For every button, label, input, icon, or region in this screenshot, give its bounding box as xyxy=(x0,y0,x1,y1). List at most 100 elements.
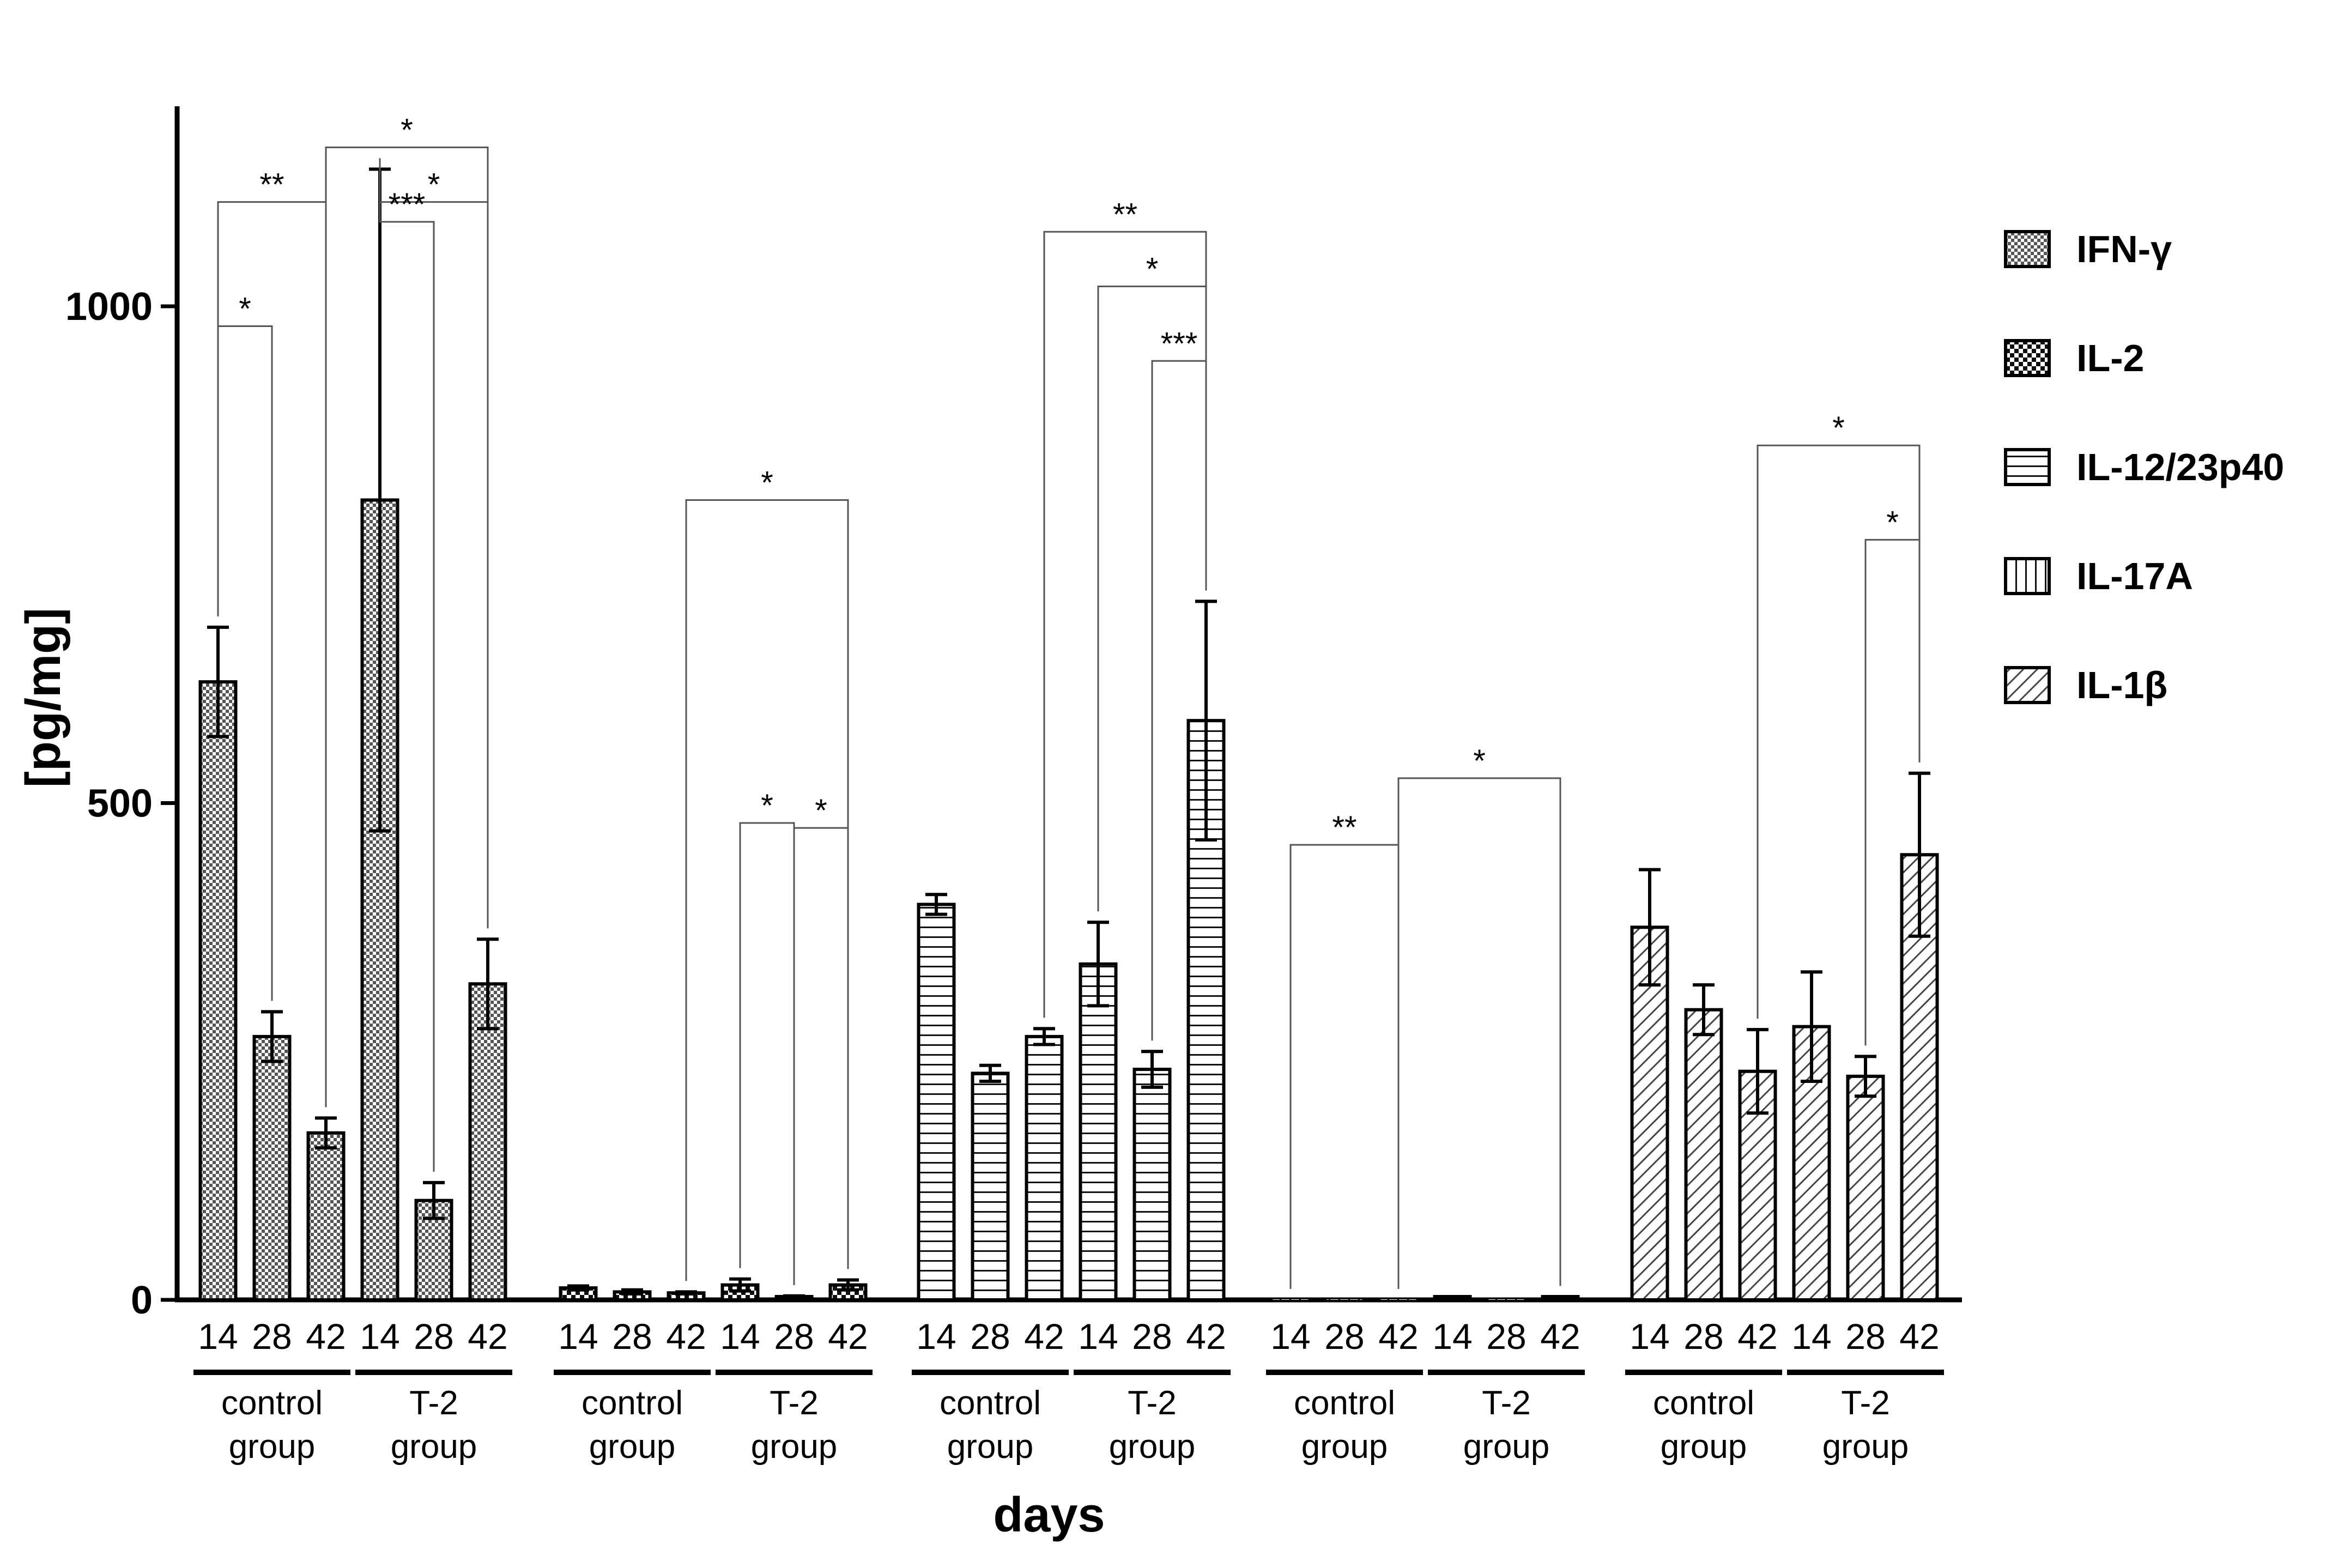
legend-swatch xyxy=(2004,448,2051,486)
day-tick-label: 42 xyxy=(468,1316,507,1357)
significance-bracket xyxy=(793,827,849,1285)
bar xyxy=(1327,1299,1362,1300)
day-tick-label: 28 xyxy=(1683,1316,1723,1357)
legend-label: IL-17A xyxy=(2076,555,2193,597)
day-tick-label: 42 xyxy=(1899,1316,1939,1357)
group-label: T-2 xyxy=(1841,1384,1890,1422)
legend-label: IL-2 xyxy=(2076,337,2144,379)
y-tick-label: 0 xyxy=(131,1279,153,1322)
significance-bracket xyxy=(685,499,849,1281)
significance-label: * xyxy=(239,291,251,326)
day-tick-label: 28 xyxy=(414,1316,453,1357)
group-label: T-2 xyxy=(409,1384,458,1422)
day-tick-label: 42 xyxy=(1378,1316,1418,1357)
bar xyxy=(1380,1299,1416,1300)
plot-area: 0 500 1000 14 28 42 14 28 42 control group T-2 group… xyxy=(65,106,1962,1466)
significance-label: * xyxy=(428,167,440,203)
bar xyxy=(198,680,238,1301)
legend-label: IL-12/23p40 xyxy=(2076,446,2284,488)
group-label: control xyxy=(940,1384,1041,1422)
day-tick-label: 14 xyxy=(720,1316,760,1357)
bar xyxy=(1025,1034,1064,1302)
bar xyxy=(1273,1299,1309,1300)
bar xyxy=(1684,1008,1723,1301)
group-label: group xyxy=(229,1428,316,1466)
day-tick-label: 28 xyxy=(1324,1316,1364,1357)
day-tick-label: 28 xyxy=(1845,1316,1885,1357)
group-label: T-2 xyxy=(770,1384,819,1422)
significance-bracket xyxy=(1864,538,1921,1046)
significance-label: * xyxy=(1832,410,1845,446)
day-tick-label: 28 xyxy=(252,1316,292,1357)
bar xyxy=(468,982,507,1301)
legend-label: IL-1β xyxy=(2076,664,2167,706)
significance-bracket xyxy=(325,146,489,1107)
day-tick-label: 28 xyxy=(612,1316,652,1357)
y-tick-label: 500 xyxy=(87,782,153,826)
significance-bracket xyxy=(217,325,273,1001)
day-tick-label: 42 xyxy=(1186,1316,1226,1357)
group-label: control xyxy=(1653,1384,1754,1422)
significance-label: * xyxy=(815,793,827,828)
group-label: T-2 xyxy=(1482,1384,1531,1422)
day-tick-label: 42 xyxy=(828,1316,868,1357)
bar xyxy=(414,1198,453,1301)
day-tick-label: 42 xyxy=(666,1316,706,1357)
day-tick-label: 42 xyxy=(1737,1316,1777,1357)
group-label: group xyxy=(1301,1428,1388,1466)
day-tick-label: 28 xyxy=(970,1316,1010,1357)
group-label: group xyxy=(947,1428,1034,1466)
bar xyxy=(917,903,956,1302)
significance-label: * xyxy=(761,465,773,500)
bar xyxy=(360,498,399,1301)
day-tick-label: 28 xyxy=(1132,1316,1172,1357)
significance-bracket xyxy=(1289,844,1400,1289)
day-tick-label: 28 xyxy=(1486,1316,1526,1357)
group-label: group xyxy=(751,1428,838,1466)
significance-label: *** xyxy=(1161,326,1198,361)
day-tick-label: 14 xyxy=(1791,1316,1831,1357)
significance-bracket xyxy=(1397,777,1561,1289)
legend-label: IFN-γ xyxy=(2076,228,2172,270)
significance-label: ** xyxy=(259,167,284,203)
y-axis-title: [pg/mg] xyxy=(16,608,71,788)
day-tick-label: 28 xyxy=(774,1316,814,1357)
x-axis-title: days xyxy=(993,1488,1105,1542)
significance-label: ** xyxy=(1332,810,1356,845)
day-tick-label: 14 xyxy=(360,1316,399,1357)
bar xyxy=(252,1034,292,1302)
group-label: group xyxy=(1822,1428,1909,1466)
bar xyxy=(971,1071,1010,1301)
significance-label: * xyxy=(761,788,773,824)
legend: IFN-γ IL-2 IL-12/23p40 IL-17A IL-1β xyxy=(2004,228,2284,706)
legend-swatch xyxy=(2004,339,2051,377)
day-tick-label: 14 xyxy=(1432,1316,1472,1357)
day-tick-label: 14 xyxy=(1270,1316,1310,1357)
group-label: control xyxy=(1294,1384,1395,1422)
group-label: group xyxy=(589,1428,676,1466)
day-tick-label: 14 xyxy=(1630,1316,1669,1357)
legend-swatch xyxy=(2004,557,2051,595)
y-tick-label: 1000 xyxy=(65,285,153,329)
legend-swatch xyxy=(2004,666,2051,704)
significance-label: ** xyxy=(1113,197,1137,232)
legend-swatch xyxy=(2004,230,2051,268)
significance-label: *** xyxy=(389,187,426,222)
bar xyxy=(306,1131,346,1302)
significance-bracket xyxy=(739,822,795,1285)
group-label: group xyxy=(391,1428,477,1466)
day-tick-label: 42 xyxy=(306,1316,346,1357)
day-tick-label: 14 xyxy=(1078,1316,1118,1357)
bar xyxy=(1846,1074,1885,1301)
bar xyxy=(1488,1299,1524,1300)
day-tick-label: 42 xyxy=(1024,1316,1064,1357)
bar xyxy=(1132,1068,1172,1301)
group-label: T-2 xyxy=(1128,1384,1177,1422)
significance-bracket xyxy=(1151,360,1207,1041)
bar xyxy=(1079,962,1118,1302)
group-label: control xyxy=(221,1384,323,1422)
day-tick-label: 14 xyxy=(198,1316,238,1357)
group-label: group xyxy=(1661,1428,1747,1466)
